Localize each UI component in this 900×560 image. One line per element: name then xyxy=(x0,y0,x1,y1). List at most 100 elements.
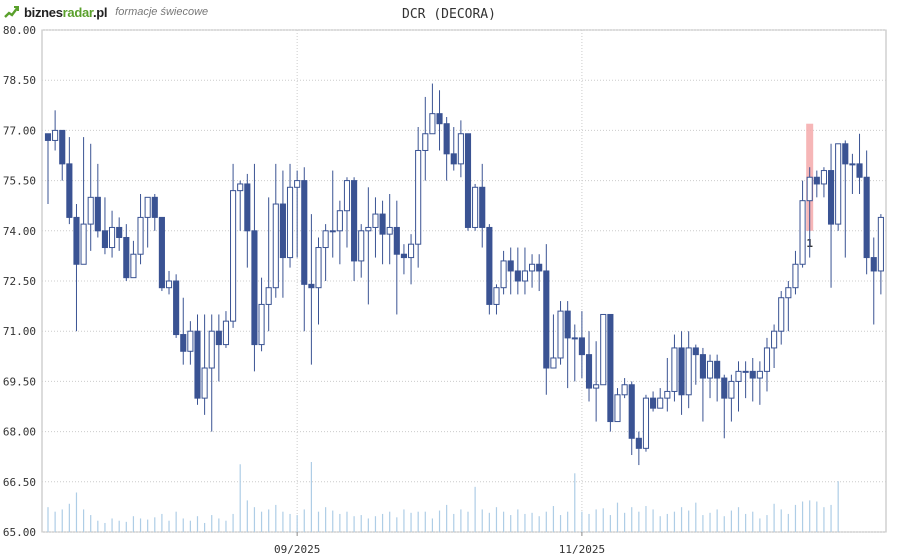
y-tick-label: 78.50 xyxy=(3,74,36,87)
brand-logo[interactable]: biznesradar.pl formacje świecowe xyxy=(4,3,208,21)
candle-up xyxy=(358,230,365,262)
candle-up xyxy=(792,263,799,289)
candle-down xyxy=(215,330,222,346)
candle-up xyxy=(343,180,351,212)
candle-up xyxy=(763,347,771,372)
candle-up xyxy=(422,133,429,151)
candle-down xyxy=(173,280,180,336)
candle-up xyxy=(222,320,230,346)
candle-down xyxy=(301,180,308,285)
candle-up xyxy=(322,230,329,249)
candle-up xyxy=(80,223,87,265)
candle-down xyxy=(379,213,386,235)
candle-down xyxy=(116,226,123,238)
candle-down xyxy=(400,253,407,259)
candle-down xyxy=(813,176,820,185)
y-tick-label: 75.50 xyxy=(3,175,36,188)
candle-down xyxy=(578,337,585,356)
candle-up xyxy=(621,384,628,396)
candle-down xyxy=(863,176,870,259)
candle-up xyxy=(457,133,464,165)
candle-up xyxy=(365,226,372,232)
candle-down xyxy=(650,397,657,409)
candle-down xyxy=(194,330,201,399)
candle-up xyxy=(771,330,778,349)
candle-up xyxy=(272,203,279,289)
candle-down xyxy=(543,270,550,369)
y-tick-label: 66.50 xyxy=(3,476,36,489)
candle-up xyxy=(258,303,265,346)
candle-down xyxy=(244,183,251,232)
candle-up xyxy=(600,313,607,386)
candle-up xyxy=(728,380,735,399)
logo-text-radar: radar xyxy=(62,4,94,20)
candle-up xyxy=(706,360,714,379)
candle-up xyxy=(785,287,792,299)
candle-down xyxy=(486,226,493,305)
candle-down xyxy=(628,384,635,439)
candle-up xyxy=(386,226,393,235)
candle-up xyxy=(557,310,564,359)
candle-up xyxy=(806,176,813,202)
candle-up xyxy=(237,183,244,192)
candle-up xyxy=(109,226,116,249)
candle-up xyxy=(52,129,59,141)
candle-down xyxy=(842,143,849,165)
x-tick-label: 11/2025 xyxy=(559,543,605,556)
candle-down xyxy=(158,216,165,289)
candle-up xyxy=(500,260,507,289)
candle-up xyxy=(671,347,678,392)
y-tick-label: 71.00 xyxy=(3,325,36,338)
candle-up xyxy=(742,370,749,373)
candle-up xyxy=(137,216,144,255)
candle-down xyxy=(678,347,685,396)
candle-down xyxy=(73,216,80,265)
candle-down xyxy=(279,203,286,259)
y-tick-label: 69.50 xyxy=(3,375,36,388)
y-tick-label: 80.00 xyxy=(3,24,36,37)
candle-up xyxy=(756,370,763,379)
candle-down xyxy=(436,113,443,125)
candle-up xyxy=(642,397,650,449)
candle-down xyxy=(692,347,699,356)
candle-down xyxy=(721,377,728,399)
candle-down xyxy=(870,257,877,272)
candle-up xyxy=(407,243,415,259)
candle-up xyxy=(230,190,237,322)
y-tick-label: 74.00 xyxy=(3,225,36,238)
candle-up xyxy=(664,390,671,399)
candle-down xyxy=(151,196,158,218)
candle-down xyxy=(479,186,486,228)
candle-up xyxy=(614,394,621,423)
candle-up xyxy=(329,230,336,233)
candle-up xyxy=(315,247,322,289)
candle-up xyxy=(735,370,742,382)
candle-down xyxy=(59,129,66,165)
candle-down xyxy=(123,236,130,279)
candle-down xyxy=(393,226,400,255)
chart-subtitle: formacje świecowe xyxy=(115,6,209,18)
logo-text-domain: .pl xyxy=(92,4,108,20)
candle-up xyxy=(265,287,272,305)
logo-text-biznes: biznes xyxy=(24,4,63,20)
candle-down xyxy=(714,360,721,379)
candle-up xyxy=(165,280,173,289)
candle-down xyxy=(749,370,756,379)
candle-down xyxy=(585,354,593,389)
candle-up xyxy=(201,367,208,399)
candle-down xyxy=(351,180,358,262)
y-tick-label: 68.00 xyxy=(3,426,36,439)
candle-down xyxy=(450,153,457,165)
candle-up xyxy=(472,186,479,228)
candle-up xyxy=(685,347,692,396)
candle-up xyxy=(799,200,806,265)
candle-down xyxy=(464,133,472,228)
candle-down xyxy=(514,270,521,282)
candle-down xyxy=(443,123,450,155)
candle-up xyxy=(493,287,500,305)
candle-down xyxy=(251,230,258,346)
candle-down xyxy=(44,133,52,141)
candle-down xyxy=(699,354,706,379)
candle-up xyxy=(529,263,536,272)
